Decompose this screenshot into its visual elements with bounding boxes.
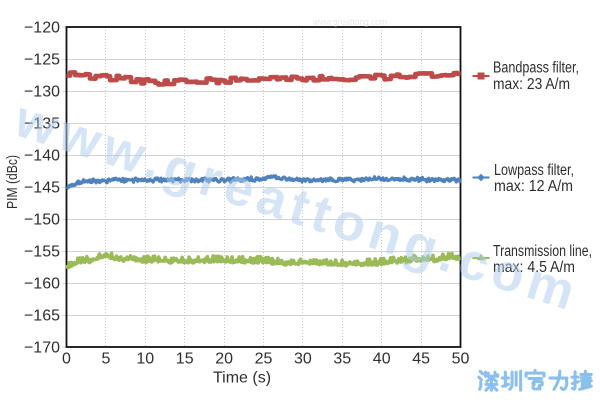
svg-text:25: 25	[255, 351, 273, 368]
svg-text:PIM (dBc): PIM (dBc)	[5, 155, 21, 209]
svg-text:45: 45	[412, 351, 430, 368]
svg-text:35: 35	[333, 351, 351, 368]
svg-text:−165: −165	[24, 308, 60, 325]
svg-text:max: 23 A/m: max: 23 A/m	[493, 76, 570, 93]
svg-text:max: 12 A/m: max: 12 A/m	[494, 178, 573, 195]
svg-text:Lowpass filter,: Lowpass filter,	[494, 162, 574, 179]
svg-text:Time (s): Time (s)	[213, 370, 271, 387]
svg-text:15: 15	[176, 351, 194, 368]
svg-text:40: 40	[373, 351, 391, 368]
svg-text:0: 0	[62, 351, 71, 368]
svg-text:max: 4.5 A/m: max: 4.5 A/m	[493, 259, 575, 276]
svg-text:−125: −125	[24, 52, 60, 69]
svg-text:−135: −135	[24, 116, 60, 133]
svg-text:−170: −170	[24, 340, 60, 357]
svg-text:20: 20	[215, 351, 233, 368]
svg-text:−140: −140	[24, 148, 60, 165]
svg-text:www.greattong.com: www.greattong.com	[312, 17, 387, 27]
svg-text:−155: −155	[24, 244, 60, 261]
svg-text:Transmission line,: Transmission line,	[493, 243, 592, 260]
svg-text:30: 30	[294, 351, 312, 368]
svg-text:−120: −120	[24, 20, 60, 37]
svg-text:−150: −150	[24, 212, 60, 229]
svg-text:5: 5	[101, 351, 110, 368]
svg-text:−130: −130	[24, 84, 60, 101]
svg-text:10: 10	[136, 351, 154, 368]
svg-text:50: 50	[452, 351, 470, 368]
svg-text:−160: −160	[24, 276, 60, 293]
svg-text:Bandpass filter,: Bandpass filter,	[493, 60, 579, 77]
svg-text:−145: −145	[24, 180, 60, 197]
